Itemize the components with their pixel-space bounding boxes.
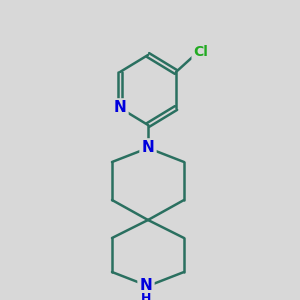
Text: N: N bbox=[142, 140, 154, 155]
Text: N: N bbox=[140, 278, 152, 293]
Text: Cl: Cl bbox=[194, 45, 208, 59]
Text: H: H bbox=[141, 292, 151, 300]
Text: N: N bbox=[114, 100, 126, 116]
